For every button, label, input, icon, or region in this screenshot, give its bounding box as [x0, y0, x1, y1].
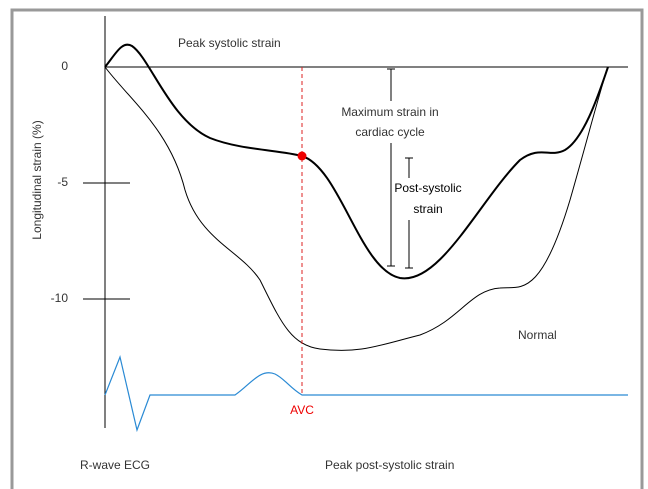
annotation: strain: [413, 202, 442, 216]
y-tick-label: -10: [51, 291, 69, 305]
avc-point: [297, 151, 307, 161]
y-axis-label: Longitudinal strain (%): [30, 120, 44, 239]
frame: [10, 8, 644, 489]
label-bg: [395, 178, 461, 220]
annotation: R-wave ECG: [80, 458, 150, 472]
label-bg: [328, 101, 452, 143]
avc-label: AVC: [290, 403, 314, 417]
annotation: cardiac cycle: [355, 125, 425, 139]
annotation: Peak post-systolic strain: [325, 458, 454, 472]
normal-curve: [104, 66, 609, 351]
annotation: Peak systolic strain: [178, 36, 281, 50]
annotation: Normal: [518, 328, 557, 342]
annotation: Maximum strain in: [341, 105, 438, 119]
annotation: Post-systolic: [394, 181, 461, 195]
y-tick-label: -5: [57, 175, 68, 189]
abnormal-curve: [104, 43, 609, 280]
y-tick-label: 0: [61, 59, 68, 73]
ecg-trace: [104, 354, 628, 433]
